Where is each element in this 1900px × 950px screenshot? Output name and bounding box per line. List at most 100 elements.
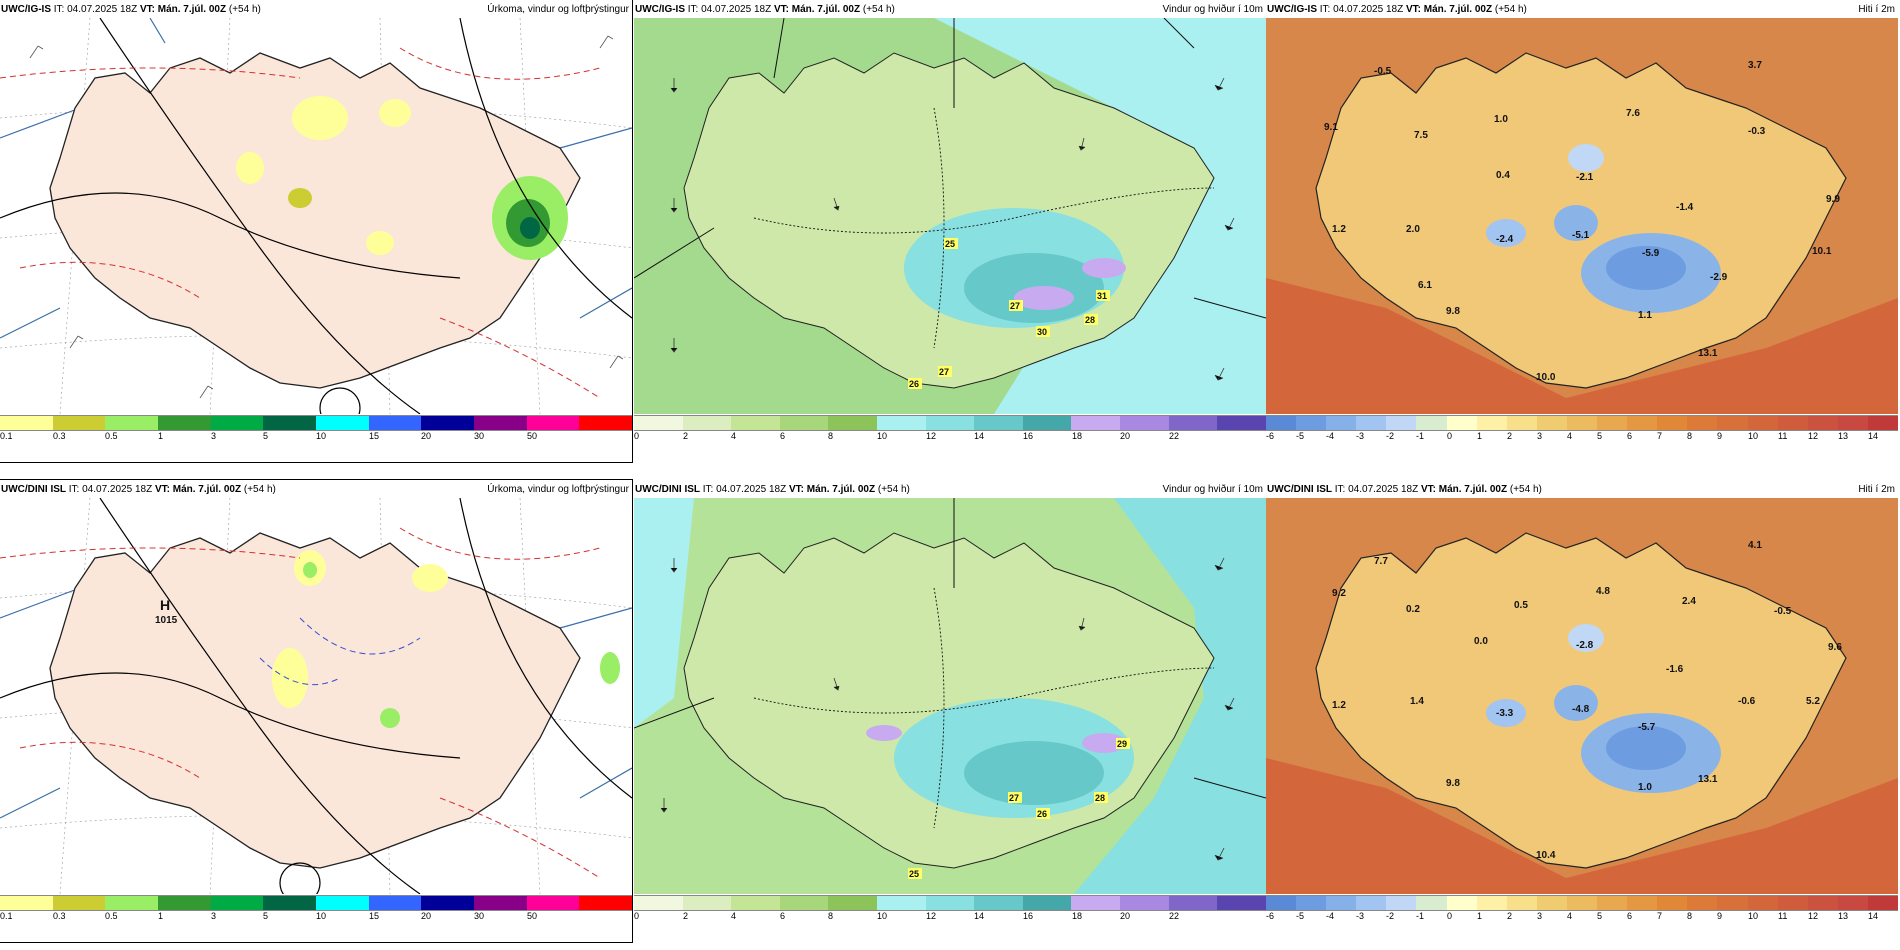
scale-tick-label: 0.1 (0, 431, 13, 441)
gust-box (1036, 808, 1050, 819)
gust-box (1094, 792, 1108, 803)
temp-contours (0, 47, 601, 399)
colorbar-swatch (1168, 416, 1218, 430)
graticule-lines (0, 587, 632, 819)
temp-value: 1.4 (1410, 696, 1424, 707)
vt-label: VT: (1420, 484, 1436, 495)
colorbar-swatch (731, 896, 780, 910)
model-name: UWC/IG-IS (1267, 4, 1317, 15)
vt-value: Mán. 7.júl. 00Z (172, 484, 242, 495)
scale-tick-label: 10 (1748, 911, 1759, 921)
colorbar-swatch (1777, 416, 1808, 430)
panel-precip-dini: UWC/DINI ISL IT: 04.07.2025 18Z VT: Mán.… (0, 479, 633, 943)
iceland-land (49, 532, 581, 869)
temp-value: 1.2 (1332, 700, 1346, 711)
isobars (0, 18, 632, 414)
border-lines (634, 18, 1266, 319)
colorbar-swatch (1296, 896, 1327, 910)
colorbar-swatch (1536, 896, 1567, 910)
gust-value: 27 (1010, 301, 1020, 311)
temp-value: -0.6 (1738, 696, 1756, 707)
scale-tick-label: 5 (1597, 431, 1603, 441)
colorbar-swatch (1416, 896, 1447, 910)
high-pressure-center: H 1015 (155, 597, 178, 626)
scale-tick-label: 0 (634, 911, 640, 921)
temp-value: 4.8 (1596, 586, 1610, 597)
model-name: UWC/DINI ISL (1, 484, 66, 495)
colorbar-swatch (1777, 896, 1808, 910)
colorbar-swatch (1476, 416, 1507, 430)
gust-box (938, 366, 952, 377)
high-value: 1015 (155, 615, 178, 626)
scale-tick-label: 10 (316, 431, 327, 441)
precip-map (0, 18, 632, 414)
temp-value: 9.9 (1826, 194, 1840, 205)
scale-tick-label: -1 (1416, 911, 1425, 921)
temp-labels: 3.7 -0.5 9.1 7.5 1.0 7.6 -0.3 0.4 -2.1 9… (1324, 60, 1840, 383)
temp-value: 6.1 (1418, 280, 1432, 291)
panel-title: Vindur og hviður í 10m (1162, 484, 1263, 495)
it-value: 04.07.2025 18Z (1333, 4, 1404, 15)
gust-box (1116, 738, 1130, 749)
vt-value: Mán. 7.júl. 00Z (806, 484, 876, 495)
temp-scale-ticks: -6 -5 -4 -3 -2 -1 0 1 2 3 4 5 6 7 8 9 10 11 12 13 14 (1266, 911, 1898, 923)
precip-scale-ticks: 0.1 0.3 0.5 1 3 5 10 15 20 30 50 (0, 431, 632, 443)
scale-tick-label: 11 (1778, 911, 1788, 921)
temp-value: -3.3 (1496, 708, 1514, 719)
scale-tick-label: 12 (1808, 911, 1819, 921)
scale-tick-label: 2 (1507, 911, 1513, 921)
scale-tick-label: 0.1 (0, 911, 13, 921)
scale-tick-label: 10 (316, 911, 327, 921)
gust-box (1036, 326, 1050, 337)
colorbar-swatch (210, 416, 264, 430)
precip-scale-ticks: 0.1 0.3 0.5 1 3 5 10 15 20 30 50 (0, 911, 632, 923)
colorbar-swatch (526, 416, 580, 430)
scale-tick-label: 16 (1023, 431, 1034, 441)
temp-labels: 4.1 7.7 9.2 0.2 0.5 4.8 2.4 -0.5 0.0 -2.… (1332, 540, 1842, 861)
scale-tick-label: 3 (211, 911, 217, 921)
colorbar-swatch (1597, 896, 1628, 910)
scale-tick-label: -6 (1266, 911, 1275, 921)
temp-value: 10.4 (1536, 850, 1556, 861)
graticule-lines (0, 18, 632, 339)
scale-tick-label: 3 (1537, 431, 1543, 441)
gust-box (1084, 314, 1098, 325)
scale-tick-label: 14 (974, 431, 985, 441)
wind-arrows (670, 77, 1235, 381)
colorbar-swatch (1687, 416, 1718, 430)
gust-value: 27 (1009, 793, 1019, 803)
lead-time: (+54 h) (1494, 4, 1527, 15)
scale-tick-label: 2 (683, 431, 689, 441)
vt-value: Mán. 7.júl. 00Z (1423, 4, 1493, 15)
sea-fast-wind-east (1074, 498, 1266, 894)
scale-tick-label: 0 (1447, 911, 1453, 921)
scale-tick-label: 22 (1169, 911, 1180, 921)
scale-tick-label: -3 (1356, 911, 1365, 921)
warm-sea-south (1266, 278, 1898, 414)
temp-value: 1.0 (1638, 782, 1652, 793)
colorbar-swatch (263, 896, 317, 910)
scale-tick-label: -5 (1296, 911, 1305, 921)
colorbar-swatch (1627, 416, 1658, 430)
temp-value: 2.0 (1406, 224, 1420, 235)
scale-tick-label: 10 (877, 911, 888, 921)
scale-tick-label: 22 (1169, 431, 1180, 441)
colorbar-swatch (877, 896, 926, 910)
scale-tick-label: 0.5 (105, 911, 118, 921)
it-value: 04.07.2025 18Z (67, 4, 138, 15)
gust-value: 31 (1097, 291, 1107, 301)
precip-cells (236, 96, 568, 260)
wind-colorbar (634, 415, 1266, 431)
scale-tick-label: -1 (1416, 431, 1425, 441)
scale-tick-label: 14 (1868, 431, 1879, 441)
temp-value: -5.9 (1642, 248, 1660, 259)
region-boundaries (753, 587, 1215, 829)
it-value: 04.07.2025 18Z (82, 484, 153, 495)
colorbar-swatch (1326, 416, 1357, 430)
sea-fast-wind (634, 498, 694, 728)
temp-map: 4.1 7.7 9.2 0.2 0.5 4.8 2.4 -0.5 0.0 -2.… (1266, 498, 1898, 894)
temp-value: 3.7 (1748, 60, 1762, 71)
colorbar-swatch (1506, 416, 1537, 430)
colorbar-swatch (828, 416, 878, 430)
wind-map: 29 27 26 28 25 (634, 498, 1266, 894)
